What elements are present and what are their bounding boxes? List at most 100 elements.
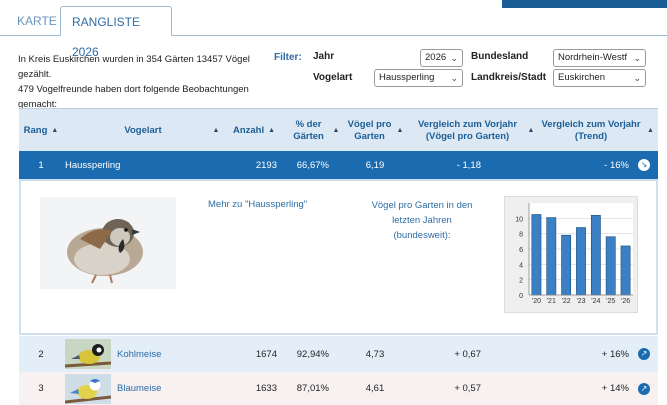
filter-label: Filter: [274, 52, 302, 63]
th-vogelart-sort[interactable]: ▲︎ [204, 109, 224, 152]
cell-vgl: + 0,67 [454, 348, 481, 360]
cell-anzahl: 1633 [255, 383, 277, 394]
chart-y-tick-label: 6 [519, 247, 523, 254]
chart-x-tick-label: '23 [576, 298, 585, 305]
cell-rang: 3 [38, 383, 44, 394]
vogelart-label: Vogelart [313, 72, 353, 83]
chart-bar [546, 217, 557, 296]
chevron-down-icon: ⌄ [450, 53, 458, 63]
intro-line-2: 479 Vogelfreunde haben dort folgende Beo… [18, 84, 249, 110]
landkreis-label: Landkreis/Stadt [471, 72, 547, 83]
cell-pct: 92,94% [296, 348, 329, 360]
ranking-table: Rang ▲︎ Vogelart ▲︎ Anzahl ▲︎ % der Gärten… [19, 108, 658, 405]
th-rang[interactable]: Rang ▲︎ [19, 109, 63, 152]
detail-panel: Mehr zu "Haussperling" Vögel pro Garten … [19, 179, 658, 335]
trend-chart: 0 2 4 6 8 10 '20 '21 '22 '23 '24 '25 '26 [504, 196, 638, 313]
chevron-down-icon: ⌄ [633, 73, 641, 83]
tab-bar: KARTE RANGLISTE 2026 [0, 0, 667, 59]
chart-y-tick-label: 4 [519, 262, 523, 269]
jahr-value: 2026 [425, 52, 447, 63]
th-vpg-label: Vögel pro Garten [347, 118, 392, 142]
th-vogelart-label: Vogelart [124, 124, 162, 136]
th-vergleich-trend[interactable]: Vergleich zum Vorjahr (Trend) ▲︎ [535, 109, 658, 152]
sort-icon: ▲︎ [647, 126, 654, 134]
top-accent-bar [502, 0, 667, 8]
intro-text: In Kreis Euskirchen wurden in 354 Gärten… [18, 52, 278, 112]
kohlmeise-thumbnail [65, 339, 111, 369]
th-pct-label: % der Gärten [293, 118, 324, 142]
chart-y-tick-label: 0 [519, 293, 523, 300]
trend-chart-svg: 0 2 4 6 8 10 '20 '21 '22 '23 '24 '25 '26 [515, 203, 633, 305]
cell-vgl: + 0,57 [454, 383, 481, 394]
trend-up-icon[interactable]: ↗ [638, 348, 650, 360]
bundesland-value: Nordrhein-Westf [558, 52, 627, 63]
th-vgl-label: Vergleich zum Vorjahr (Vögel pro Garten) [417, 118, 518, 142]
chart-x-tick-label: '22 [562, 298, 571, 305]
chart-bar [561, 234, 572, 296]
cell-vpg: 6,19 [365, 159, 385, 171]
table-header: Rang ▲︎ Vogelart ▲︎ Anzahl ▲︎ % der Gärten… [19, 108, 658, 151]
sort-icon: ▲︎ [332, 126, 340, 134]
tab-karte[interactable]: KARTE [17, 14, 57, 28]
cell-vpg: 4,61 [365, 383, 385, 394]
jahr-label: Jahr [313, 51, 335, 62]
sort-icon: ▲︎ [268, 126, 276, 134]
trend-up-icon[interactable]: ↗ [638, 383, 650, 395]
sort-icon: ▲︎ [396, 126, 404, 134]
bundesland-select[interactable]: Nordrhein-Westf ⌄ [553, 49, 646, 67]
table-row[interactable]: 3 Blaumeise 1633 87,01% 4,61 + 0,57 + 14… [19, 372, 658, 405]
vogelart-value: Haussperling [379, 72, 435, 83]
table-row[interactable]: 1 Haussperling 2193 66,67% 6,19 - 1,18 -… [19, 151, 658, 179]
th-anzahl-label: Anzahl [232, 124, 265, 136]
chart-x-tick-label: '20 [532, 298, 541, 305]
blaumeise-thumbnail [65, 374, 111, 404]
landkreis-select[interactable]: Euskirchen ⌄ [553, 69, 646, 87]
th-vogelart[interactable]: Vogelart [63, 109, 223, 152]
chart-y-tick-label: 2 [519, 278, 523, 285]
cell-trend: - 16% [604, 159, 629, 171]
cell-vpg: 4,73 [365, 348, 385, 360]
chart-y-tick-label: 10 [515, 216, 523, 223]
chart-x-tick-label: '26 [621, 298, 630, 305]
tab-rangliste[interactable]: RANGLISTE 2026 [60, 6, 172, 59]
th-pct-gaerten[interactable]: % der Gärten ▲︎ [287, 109, 341, 152]
th-anzahl[interactable]: Anzahl ▲︎ [224, 109, 284, 152]
cell-vgl: - 1,18 [456, 159, 481, 171]
sort-icon: ▲︎ [212, 126, 220, 134]
chart-y-tick-label: 8 [519, 232, 523, 239]
cell-rang: 1 [38, 159, 44, 171]
cell-anzahl: 1674 [255, 348, 277, 360]
intro-line-1: In Kreis Euskirchen wurden in 354 Gärten… [18, 54, 250, 80]
sort-icon: ▲︎ [527, 126, 535, 134]
jahr-select[interactable]: 2026 ⌄ [420, 49, 463, 67]
chart-x-tick-label: '21 [547, 298, 556, 305]
landkreis-value: Euskirchen [558, 72, 605, 83]
chart-bar [620, 245, 631, 296]
table-row[interactable]: 2 Kohlmeise 1674 92,94% 4,73 + 0,67 + 16… [19, 336, 658, 372]
cell-anzahl: 2193 [255, 159, 277, 171]
chart-bar [605, 236, 616, 296]
chart-bar [576, 227, 586, 296]
cell-vogelart-link[interactable]: Kohlmeise [117, 348, 162, 360]
cell-vogelart: Haussperling [65, 159, 121, 171]
chart-x-tick-label: '25 [606, 298, 615, 305]
chevron-down-icon: ⌄ [633, 53, 641, 63]
vogelart-select[interactable]: Haussperling ⌄ [374, 69, 463, 87]
chart-bar [531, 214, 542, 296]
sort-icon: ▲︎ [51, 126, 59, 134]
sparrow-photo [40, 197, 176, 289]
th-trend-label: Vergleich zum Vorjahr (Trend) [541, 118, 641, 142]
more-about-link[interactable]: Mehr zu "Haussperling" [208, 199, 308, 210]
chart-bar [590, 214, 601, 296]
cell-rang: 2 [38, 348, 44, 360]
trend-down-icon[interactable]: ↘ [638, 159, 650, 171]
bundesland-label: Bundesland [471, 51, 529, 62]
cell-vogelart-link[interactable]: Blaumeise [117, 383, 162, 394]
chart-x-tick-label: '24 [591, 298, 600, 305]
tab-baseline [0, 35, 667, 36]
th-vergleich-voegel[interactable]: Vergleich zum Vorjahr (Vögel pro Garten)… [411, 109, 535, 152]
th-voegel-pro-garten[interactable]: Vögel pro Garten ▲︎ [344, 109, 406, 152]
cell-pct: 66,67% [296, 159, 329, 171]
th-rang-label: Rang [23, 124, 48, 136]
cell-trend: + 14% [601, 383, 629, 394]
